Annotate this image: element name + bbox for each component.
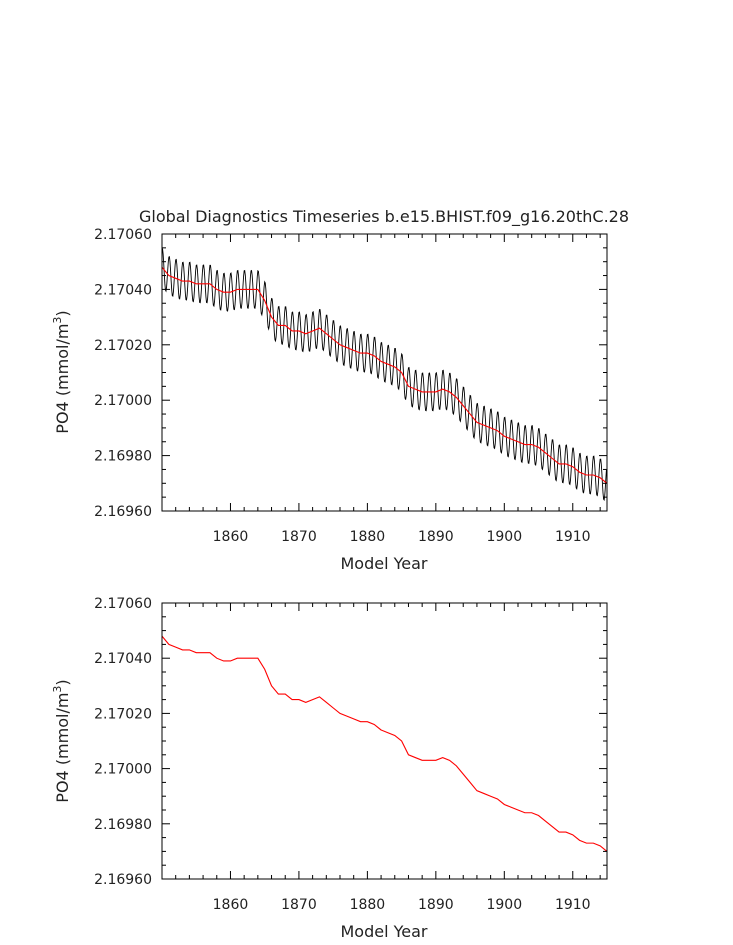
y-tick-label: 2.16980	[94, 449, 152, 465]
y-tick-label: 2.17060	[94, 596, 152, 612]
x-tick-label: 1880	[350, 529, 386, 545]
x-tick-label: 1880	[350, 897, 386, 913]
y-tick-label: 2.17020	[94, 706, 152, 722]
y-tick-label: 2.16960	[94, 504, 152, 520]
y-tick-label: 2.17060	[94, 227, 152, 243]
x-tick-label: 1870	[281, 897, 317, 913]
chart-title: Global Diagnostics Timeseries b.e15.BHIS…	[139, 207, 629, 227]
x-axis-label: Model Year	[341, 554, 428, 573]
x-tick-label: 1870	[281, 529, 317, 545]
series-line-annual-mean	[161, 266, 608, 484]
x-tick-label: 1890	[418, 529, 454, 545]
plot-frame	[161, 602, 608, 880]
x-tick-label: 1900	[486, 897, 522, 913]
x-tick-label: 1860	[213, 897, 249, 913]
series-line-monthly	[161, 248, 607, 502]
y-tick-label: 2.17040	[94, 282, 152, 298]
x-tick-label: 1900	[486, 529, 522, 545]
series-line-annual-mean	[161, 635, 608, 852]
y-tick-label: 2.16960	[94, 872, 152, 888]
x-tick-label: 1910	[555, 529, 591, 545]
x-tick-label: 1860	[213, 529, 249, 545]
y-axis-label: PO4 (mmol/m3)	[51, 679, 72, 802]
y-tick-label: 2.17040	[94, 651, 152, 667]
plot-frame	[161, 233, 608, 512]
x-tick-label: 1910	[555, 897, 591, 913]
chart-top: Global Diagnostics Timeseries b.e15.BHIS…	[51, 207, 629, 573]
y-tick-label: 2.16980	[94, 817, 152, 833]
y-tick-label: 2.17020	[94, 338, 152, 354]
y-axis-label: PO4 (mmol/m3)	[51, 310, 72, 433]
y-tick-label: 2.17000	[94, 393, 152, 409]
y-tick-label: 2.17000	[94, 762, 152, 778]
x-axis-label: Model Year	[341, 922, 428, 941]
chart-bottom: 1860 1870 1880 1890 1900 1910 2.16960 2.16980 2.…	[51, 596, 608, 941]
x-tick-label: 1890	[418, 897, 454, 913]
